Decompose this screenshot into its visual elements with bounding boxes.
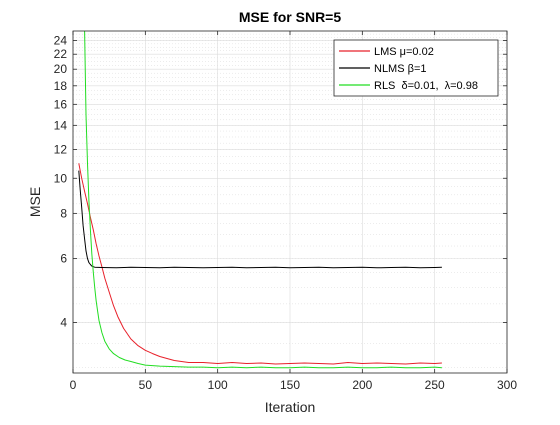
y-tick-label: 8 — [60, 206, 67, 220]
x-tick-label: 200 — [352, 378, 372, 392]
x-tick-label: 300 — [497, 378, 517, 392]
x-tick-label: 0 — [70, 378, 77, 392]
y-tick-label: 18 — [54, 79, 68, 93]
grid-lines — [72, 31, 508, 373]
y-tick-label: 24 — [54, 34, 68, 48]
legend-box — [333, 39, 499, 97]
y-tick-label: 20 — [54, 62, 68, 76]
y-tick-label: 16 — [54, 97, 68, 111]
legend: LMS μ=0.02 NLMS β=1 RLS δ=0.01, λ=0.98 — [333, 39, 499, 97]
y-tick-label: 12 — [54, 143, 68, 157]
y-axis-label: MSE — [27, 187, 43, 217]
legend-label-rls: RLS δ=0.01, λ=0.98 — [374, 80, 478, 92]
series-line-2 — [84, 30, 442, 369]
legend-label-lms: LMS μ=0.02 — [374, 46, 434, 58]
y-tick-label: 14 — [54, 118, 68, 132]
y-tick-label: 22 — [54, 47, 68, 61]
x-tick-label: 100 — [208, 378, 228, 392]
x-tick-label: 50 — [139, 378, 153, 392]
legend-label-nlms: NLMS β=1 — [374, 63, 427, 75]
series-line-0 — [78, 163, 442, 365]
y-tick-label: 6 — [60, 252, 67, 266]
x-tick-label: 250 — [425, 378, 445, 392]
chart-title: MSE for SNR=5 — [239, 9, 342, 25]
series-lines — [78, 30, 442, 369]
series-line-1 — [78, 170, 442, 269]
y-tick-label: 4 — [60, 315, 67, 329]
y-tick-label: 10 — [54, 171, 68, 185]
x-tick-label: 150 — [280, 378, 300, 392]
x-axis-label: Iteration — [265, 399, 316, 415]
